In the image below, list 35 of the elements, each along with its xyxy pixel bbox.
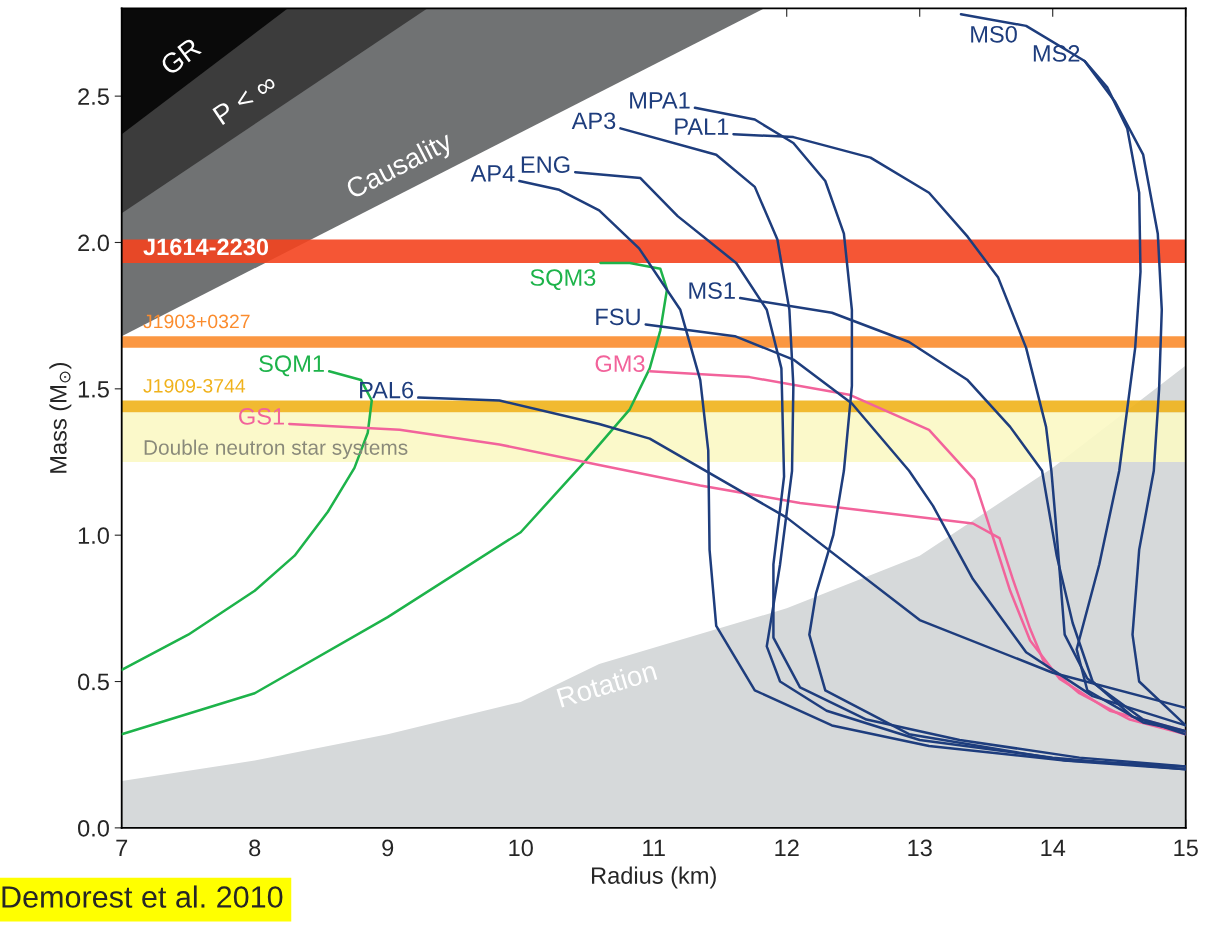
x-tick-label: 14 xyxy=(1041,839,1066,857)
x-tick-label: 7 xyxy=(116,839,128,857)
x-axis-title: Radius (km) xyxy=(592,866,716,889)
y-tick-label: 1.5 xyxy=(78,381,109,398)
series-label: AP4 xyxy=(470,165,515,182)
series-label: GM3 xyxy=(595,355,645,373)
y-tick-label: 0.5 xyxy=(78,673,109,691)
x-tick-label: 9 xyxy=(382,839,394,857)
series-label: MS1 xyxy=(689,282,735,299)
series-label: GR xyxy=(159,36,203,77)
band-label: J1614-2230 xyxy=(143,238,269,256)
series-label: FSU xyxy=(596,308,640,326)
series-label: MS0 xyxy=(971,25,1017,43)
series-label: SQM1 xyxy=(259,355,324,377)
x-tick-label: 8 xyxy=(249,839,261,857)
series-label: MPA1 xyxy=(630,92,690,109)
series-label: AP3 xyxy=(571,112,616,130)
x-tick-label: 12 xyxy=(775,839,799,857)
y-tick-label: 1.0 xyxy=(78,527,109,544)
series-label: ENG xyxy=(521,156,570,174)
y-axis-title: Mass (M$_{⊙}$) xyxy=(49,363,72,473)
x-tick-label: 10 xyxy=(509,839,533,857)
series-label: P < ∞ xyxy=(212,72,278,126)
series-label: SQM3 xyxy=(530,269,596,291)
x-tick-label: 15 xyxy=(1174,839,1198,857)
band-label: J1909-3744 xyxy=(143,378,246,393)
series-label: PAL1 xyxy=(675,118,729,135)
text: Demorest et al. 2010 xyxy=(2,885,283,908)
y-tick-label: 0.0 xyxy=(78,819,109,837)
y-tick-label: 2.5 xyxy=(78,88,109,105)
y-tick-label: 2.0 xyxy=(78,234,109,252)
x-tick-label: 13 xyxy=(908,839,932,857)
x-tick-label: 11 xyxy=(643,839,665,857)
series-label: GS1 xyxy=(239,408,284,425)
band-label: J1903+0327 xyxy=(143,314,250,329)
